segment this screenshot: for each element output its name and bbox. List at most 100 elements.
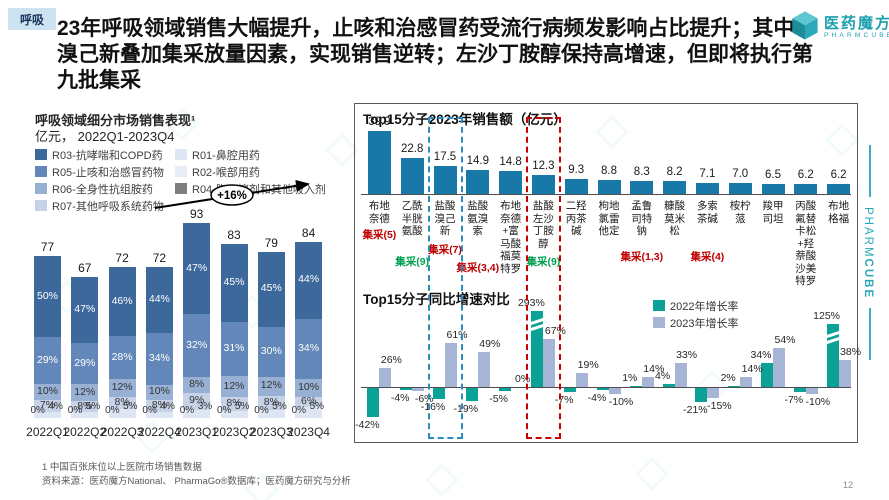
growth-value-label: 2%	[720, 371, 736, 384]
left-stacked-bar-chart: 77 50% 29% 10% 7% 0% 4% 2022Q1 67 47% 29% 12% 8% 0% 5%…	[0, 0, 354, 460]
page-number: 12	[843, 480, 854, 490]
bar-segment	[108, 408, 136, 418]
bar-segment: 6%	[295, 395, 323, 408]
molecule-label: 羧甲司坦	[762, 200, 784, 225]
segment-percent-label: 9%	[189, 394, 205, 407]
base-percent-label: 0%	[142, 405, 157, 416]
bar-total-label: 79	[264, 236, 278, 251]
segment-percent-label: 12%	[111, 380, 133, 393]
growth-value-label: -4%	[390, 391, 410, 404]
growth-bar	[564, 387, 577, 393]
bar-segment: 12%	[71, 384, 99, 402]
growth-value-label: -16%	[420, 400, 446, 413]
growth-bar	[412, 387, 425, 392]
segment-percent-label: 8%	[151, 398, 167, 411]
bar-segment: 44%	[145, 266, 173, 334]
base-percent-label: 4%	[48, 401, 63, 412]
growth-bar	[543, 338, 556, 387]
sales-value-label: 7.0	[732, 167, 749, 180]
molecule-label: 盐酸溴己新	[434, 200, 456, 237]
sales-value-label: 8.8	[601, 165, 617, 178]
base-percent-label: 0%	[105, 405, 120, 416]
legend-item: R01-鼻腔用药	[175, 146, 326, 163]
segment-percent-label: 47%	[74, 303, 96, 316]
sales-value-label: 6.5	[765, 168, 781, 181]
molecule-label: 丙酸氟替卡松+羟萘酸沙美特罗	[795, 200, 817, 287]
watermark-cube-icon	[635, 457, 669, 491]
molecule-label: 糠酸莫米松	[664, 200, 686, 237]
growth-bar	[793, 387, 806, 393]
growth-bar	[528, 311, 547, 387]
segment-percent-label: 29%	[74, 356, 96, 369]
growth-bar	[477, 351, 490, 387]
sales-value-label: 8.3	[633, 165, 650, 178]
growth-value-label: 54%	[774, 334, 796, 347]
highlight-dashed-box	[427, 117, 463, 439]
bar-segment: 31%	[220, 322, 248, 377]
growth-value-label: 33%	[676, 349, 698, 362]
bar-segment: 10%	[295, 379, 323, 397]
segment-percent-label: 44%	[148, 293, 170, 306]
sales-value-label: 17.5	[433, 151, 457, 164]
side-brand-pharm: PHARM	[862, 207, 874, 259]
growth-bar	[576, 373, 589, 387]
legend-item: R07-其他呼吸系统药物	[35, 197, 164, 214]
molecule-label: 布地奈德	[368, 200, 390, 225]
molecule-label: 盐酸氨溴索	[467, 200, 489, 237]
base-percent-label: 0%	[179, 405, 195, 416]
jicai-annotation: 集采(9)	[395, 256, 430, 268]
growth-value-label: 49%	[479, 337, 501, 350]
growth-callout-label: +16%	[217, 190, 247, 202]
sales-value-label: 9.3	[568, 164, 585, 177]
right-panel: Top15分子2023年销售额（亿元） 39.9 布地奈德 22.8 乙酰半胱氨酸 17…	[354, 103, 861, 443]
bar-segment: 32%	[183, 314, 211, 377]
growth-legend-swatch	[653, 317, 665, 328]
growth-bar	[674, 363, 687, 387]
growth-bar	[629, 386, 642, 387]
base-percent-label: 0%	[291, 405, 307, 416]
growth-value-label: -7%	[784, 394, 804, 407]
bar-total-label: 67	[78, 261, 92, 276]
base-percent-label: 0%	[217, 405, 232, 416]
x-axis-tick: 2022Q1	[26, 425, 69, 439]
bar-segment: 8%	[108, 396, 136, 409]
jicai-annotation: 集采(7)	[428, 244, 462, 256]
legend-label: R01-鼻腔用药	[192, 149, 260, 162]
growth-axis-line	[361, 387, 851, 388]
bar-segment	[295, 407, 323, 418]
bar-total-label: 72	[115, 250, 129, 265]
legend-item: R02-喉部用药	[175, 163, 326, 180]
segment-percent-label: 12%	[260, 379, 282, 392]
jicai-annotation: 集采(1,3)	[620, 251, 664, 263]
bar-segment: 7%	[34, 399, 61, 412]
segment-percent-label: 34%	[298, 342, 320, 355]
legend-swatch	[175, 166, 187, 177]
logo-subtitle: PHARMCUBE	[824, 32, 889, 39]
segment-percent-label: 8%	[77, 399, 93, 412]
jicai-annotation: 集采(5)	[362, 229, 397, 241]
footnote-1: 1 中国百张床位以上医院市场销售数据	[42, 462, 202, 473]
bar-segment	[220, 411, 248, 418]
side-brand-line-bottom	[869, 308, 871, 360]
molecule-label: 孟鲁司特钠	[631, 200, 653, 237]
growth-chart-legend: 2022年增长率 2023年增长率	[653, 297, 738, 331]
segment-percent-label: 44%	[298, 273, 320, 286]
sales-bar	[728, 182, 752, 194]
bar-segment	[34, 411, 61, 418]
segment-percent-label: 8%	[263, 396, 279, 409]
bar-segment: 29%	[71, 343, 99, 385]
growth-legend-item: 2022年增长率	[653, 297, 738, 314]
base-percent-label: 3%	[197, 401, 213, 412]
growth-bar	[433, 387, 445, 399]
base-percent-label: 5%	[309, 401, 325, 412]
base-percent-label: 5%	[123, 401, 138, 412]
growth-bar	[597, 387, 609, 390]
bar-total-label: 93	[190, 206, 204, 221]
sales-value-label: 6.2	[830, 169, 847, 182]
legend-item: R05-止咳和治感冒药物	[35, 163, 164, 180]
bar-segment	[257, 409, 285, 418]
legend-label: R05-止咳和治感冒药物	[52, 166, 164, 179]
sales-bar	[466, 170, 490, 194]
sales-bar	[499, 170, 523, 194]
sales-bar	[400, 157, 424, 194]
